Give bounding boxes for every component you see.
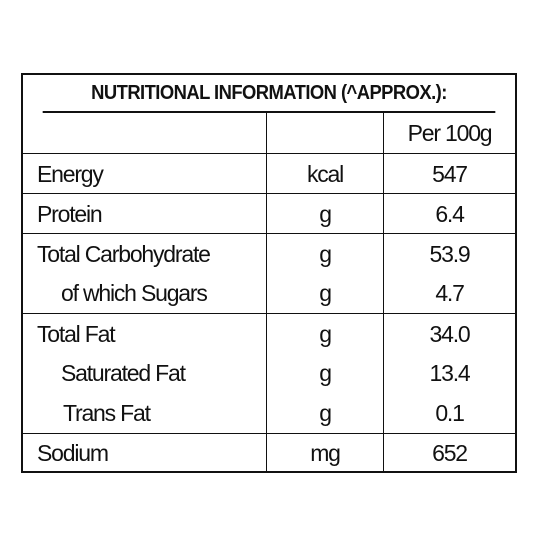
nutrition-facts-panel: NUTRITIONAL INFORMATION (^APPROX.): Per …: [21, 73, 517, 473]
nutrient-unit: kcal: [267, 154, 384, 194]
nutrient-unit: g: [267, 194, 384, 234]
table-row-sodium: Sodium mg 652: [23, 433, 515, 472]
nutrient-name: Trans Fat: [23, 393, 267, 433]
nutrient-name: Protein: [23, 194, 267, 234]
table-row-energy: Energy kcal 547: [23, 153, 515, 194]
header-per-100g: Per 100g: [407, 119, 493, 146]
nutrient-value: 53.9: [429, 240, 471, 267]
table-header-row: Per 100g: [23, 113, 515, 153]
header-name-cell: [23, 113, 267, 153]
nutrient-unit: g: [267, 234, 384, 274]
nutrient-value: 4.7: [435, 279, 465, 306]
nutrient-unit: mg: [267, 434, 384, 472]
nutrient-value: 652: [432, 439, 468, 466]
nutrient-value: 547: [432, 160, 468, 187]
nutrient-name: Total Fat: [23, 314, 267, 354]
nutrient-unit: g: [267, 273, 384, 313]
nutrient-value: 6.4: [435, 200, 465, 227]
nutrient-value: 13.4: [429, 359, 471, 386]
nutrient-unit: g: [267, 314, 384, 354]
table-row-sugars: of which Sugars g 4.7: [23, 273, 515, 313]
table-row-total-carbohydrate: Total Carbohydrate g 53.9: [23, 233, 515, 274]
nutrient-name: Total Carbohydrate: [23, 234, 267, 274]
nutrient-value: 0.1: [435, 399, 465, 426]
table-row-total-fat: Total Fat g 34.0: [23, 313, 515, 354]
nutrient-unit: g: [267, 353, 384, 393]
nutrient-name: Energy: [23, 154, 267, 194]
nutrient-name: Sodium: [23, 434, 267, 472]
nutrient-name: of which Sugars: [23, 273, 267, 313]
nutrient-value: 34.0: [429, 320, 471, 347]
nutrient-unit: g: [267, 393, 384, 433]
nutrition-table: Per 100g Energy kcal 547 Protein g 6.4 T…: [23, 113, 515, 472]
table-row-saturated-fat: Saturated Fat g 13.4: [23, 353, 515, 393]
table-row-trans-fat: Trans Fat g 0.1: [23, 393, 515, 433]
header-unit-cell: [267, 113, 384, 153]
nutrient-name: Saturated Fat: [23, 353, 267, 393]
table-row-protein: Protein g 6.4: [23, 193, 515, 234]
panel-title: NUTRITIONAL INFORMATION (^APPROX.):: [42, 75, 496, 113]
